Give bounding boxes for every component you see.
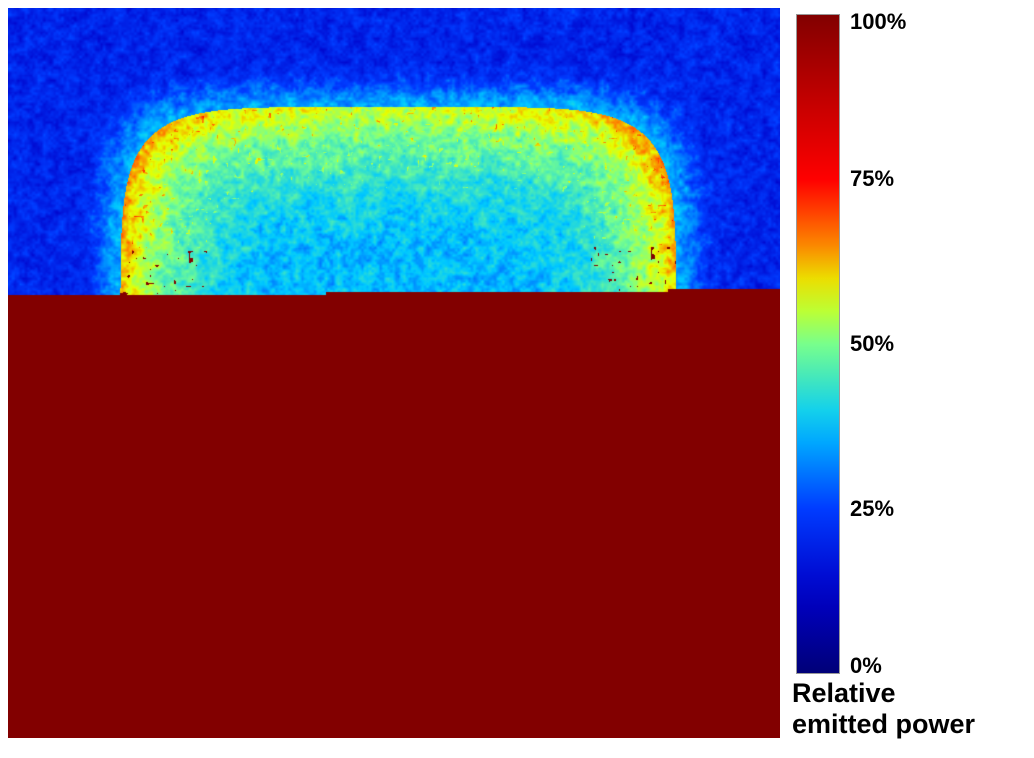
colorbar-title-line2: emitted power <box>792 709 976 740</box>
heatmap-canvas <box>8 8 780 738</box>
colorbar-tick-label: 75% <box>850 166 895 191</box>
colorbar-tick-label: 0% <box>850 653 882 678</box>
colorbar-tick-label: 100% <box>850 9 907 34</box>
heatmap-plot <box>8 8 780 738</box>
colorbar-tick-label: 50% <box>850 331 895 356</box>
colorbar-title: Relative emitted power <box>792 678 975 740</box>
colorbar-tick-label: 25% <box>850 496 895 521</box>
colorbar <box>796 14 840 674</box>
colorbar-title-line1: Relative <box>792 678 896 708</box>
